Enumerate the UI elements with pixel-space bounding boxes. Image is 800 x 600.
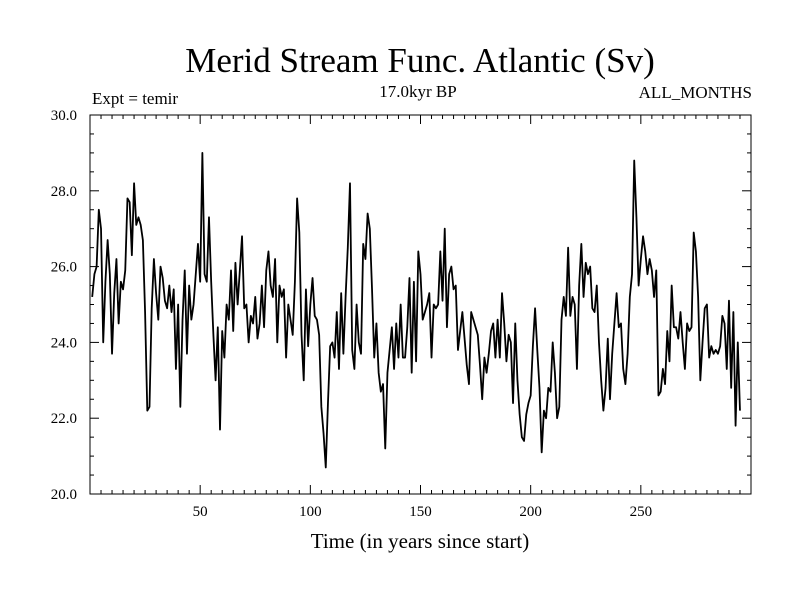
- period-label: 17.0kyr BP: [379, 82, 456, 101]
- y-tick-label: 22.0: [51, 411, 77, 427]
- x-axis-label: Time (in years since start): [311, 529, 530, 553]
- y-tick-label: 28.0: [51, 184, 77, 200]
- y-tick-label: 20.0: [51, 487, 77, 503]
- y-tick-label: 30.0: [51, 108, 77, 124]
- chart-title: Merid Stream Func. Atlantic (Sv): [185, 41, 655, 80]
- y-tick-label: 24.0: [51, 335, 77, 351]
- months-label: ALL_MONTHS: [639, 83, 752, 102]
- plot-area: 50 100 150 200 250 20.0 22.0 24.0 26.0 28.0 30.0: [51, 108, 752, 520]
- x-tick-label: 50: [193, 504, 208, 520]
- y-tick-label: 26.0: [51, 260, 77, 276]
- experiment-label: Expt = temir: [92, 89, 178, 108]
- x-tick-label: 150: [409, 504, 432, 520]
- x-tick-label: 100: [299, 504, 322, 520]
- series-line: [91, 151, 741, 469]
- x-tick-label: 200: [519, 504, 542, 520]
- x-tick-label: 250: [630, 504, 653, 520]
